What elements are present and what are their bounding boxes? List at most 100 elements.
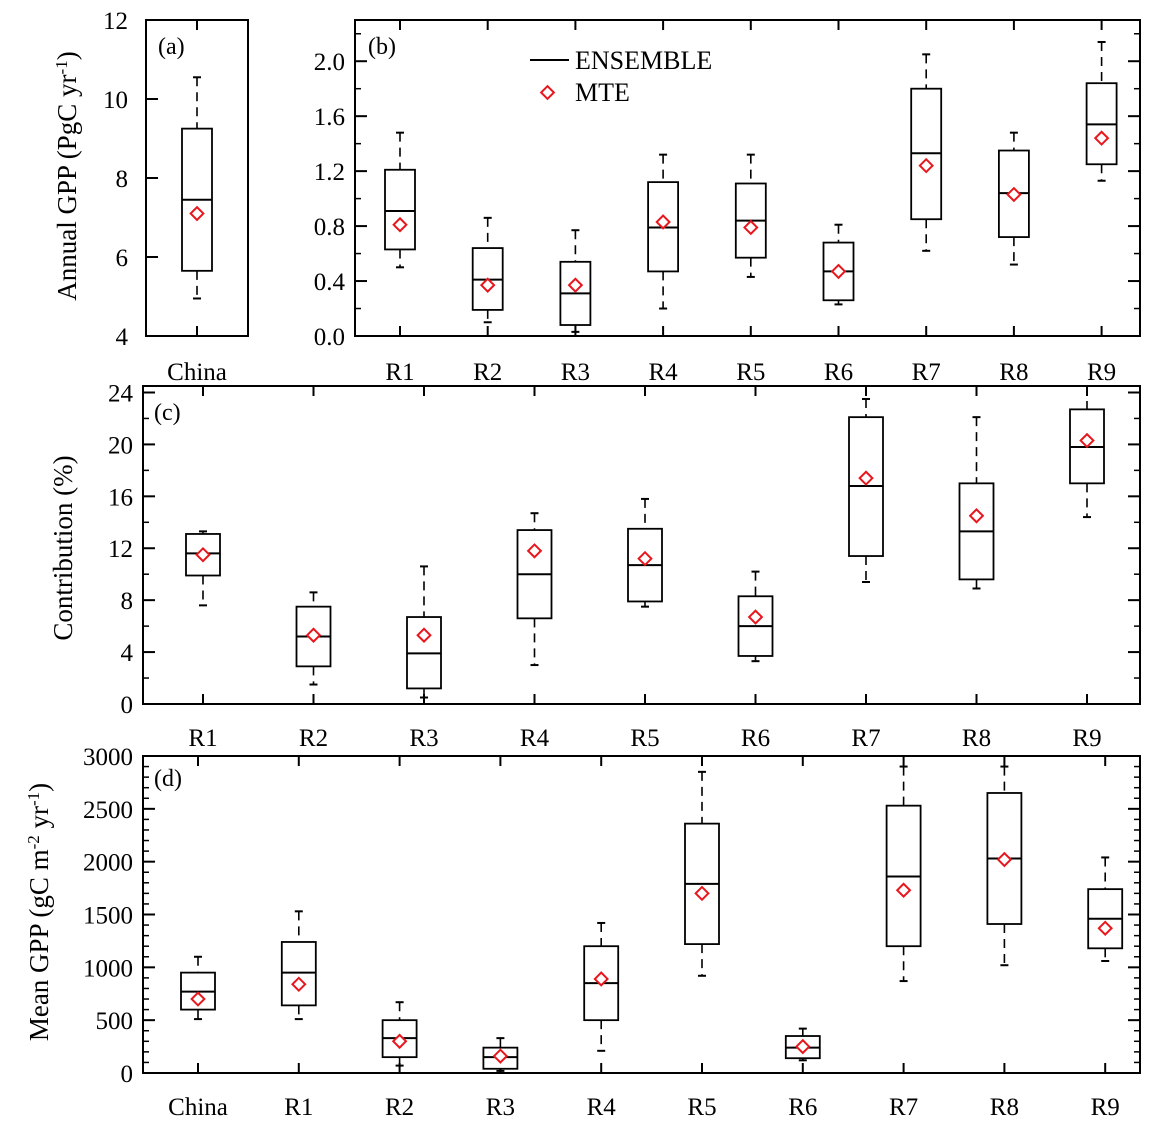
y-tick-label: 1.2 (314, 159, 345, 186)
y-tick-label: 1000 (83, 955, 133, 982)
mte-marker (918, 157, 934, 174)
panel-a: Annual GPP (PgC yr-1) (a) 4 6 8 10 12 China (52, 8, 249, 386)
box-R4 (647, 153, 679, 310)
y-tick-label: 12 (108, 536, 133, 563)
panel-c-tag: (c) (154, 400, 181, 426)
mte-marker (1079, 432, 1095, 449)
y-tick-label: 0 (121, 692, 134, 719)
y-tick-label: 16 (108, 484, 133, 511)
mte-marker (1097, 920, 1113, 937)
y-tick-label: 8 (116, 166, 129, 193)
mte-marker (567, 277, 584, 293)
panel-b: (b) ENSEMBLE MTE 0.0 0.4 0.8 1.2 1.6 2.0 R1 R2 R… (314, 19, 1141, 386)
mte-marker (526, 543, 543, 559)
plot-frame (142, 385, 1141, 705)
mte-marker (694, 885, 710, 902)
mte-marker (479, 277, 496, 293)
box-R8 (998, 131, 1030, 266)
y-tick-label: 6 (116, 245, 129, 272)
panel-d-ylabel: Mean GPP (gC m-2 yr-1) (24, 783, 55, 1041)
box-R7 (848, 397, 884, 583)
panel-d-tag: (d) (154, 766, 182, 792)
x-tick-label: R2 (385, 1094, 414, 1121)
y-tick-label: 3000 (83, 744, 133, 771)
x-tick-label: R4 (520, 725, 550, 752)
panel-a-ylabel: Annual GPP (PgC yr-1) (52, 51, 83, 300)
x-tick-label: R7 (912, 359, 941, 386)
x-tick-label: R6 (824, 359, 853, 386)
mte-marker (195, 546, 211, 563)
box-R5 (734, 153, 767, 278)
x-tick-label: R4 (649, 359, 679, 386)
y-tick-label: 4 (116, 324, 129, 351)
x-tick-label: R9 (1072, 725, 1101, 752)
x-tick-label: R6 (741, 725, 770, 752)
iqr-box (280, 941, 317, 1007)
box-R5 (684, 770, 720, 977)
x-tick-label: R8 (962, 725, 991, 752)
panel-d: Mean GPP (gC m-2 yr-1) (d) 0 500 1000 1500 2… (24, 744, 1141, 1121)
mte-marker (996, 851, 1013, 868)
y-tick-label: 24 (108, 380, 134, 407)
legend: ENSEMBLE MTE (530, 46, 712, 107)
x-tick-label: R8 (990, 1094, 1019, 1121)
y-tick-label: 20 (108, 432, 133, 459)
legend-mte-label: MTE (575, 78, 630, 107)
mte-marker (391, 1033, 408, 1050)
mte-marker (305, 627, 322, 643)
x-tick-label: R1 (284, 1094, 313, 1121)
mte-marker (655, 214, 671, 230)
iqr-box (384, 168, 416, 251)
x-tick-label: R9 (1091, 1094, 1120, 1121)
mte-marker (795, 1038, 811, 1055)
box-R9 (1085, 40, 1118, 182)
legend-ensemble-label: ENSEMBLE (575, 46, 712, 75)
box-R3 (559, 229, 592, 333)
y-tick-label: 0.0 (314, 324, 345, 351)
x-tick-label: R5 (630, 725, 659, 752)
mte-marker (858, 470, 874, 486)
mte-marker (492, 1048, 509, 1064)
box-R8 (958, 416, 995, 590)
x-tick-label: R5 (736, 359, 765, 386)
x-tick-label: R7 (889, 1094, 918, 1121)
mte-marker (1006, 186, 1022, 203)
mte-marker (743, 219, 759, 236)
x-tick-label: R1 (385, 359, 414, 386)
mte-marker (593, 971, 609, 987)
x-tick-label: R8 (999, 359, 1028, 386)
panel-a-tag: (a) (158, 34, 185, 60)
mte-marker (895, 882, 912, 898)
x-tick-label: R6 (788, 1094, 817, 1121)
x-tick-label: China (167, 359, 227, 386)
panel-b-tag: (b) (368, 34, 396, 60)
box-R6 (737, 570, 774, 663)
box-R2 (471, 216, 504, 324)
mte-marker (637, 550, 653, 567)
box-R4 (516, 512, 553, 667)
box-R2 (381, 1001, 418, 1067)
mte-marker (968, 508, 985, 524)
y-tick-label: 1500 (83, 903, 133, 930)
x-tick-label: R9 (1087, 359, 1116, 386)
y-tick-label: 4 (121, 640, 134, 667)
x-tick-label: R3 (561, 359, 590, 386)
x-tick-label: China (168, 1094, 228, 1121)
box-R1 (384, 131, 416, 269)
y-tick-label: 0.4 (314, 269, 346, 296)
panel-c-ylabel: Contribution (%) (48, 455, 78, 640)
box-R9 (1069, 385, 1105, 519)
legend-mte-marker (539, 84, 556, 101)
y-tick-label: 12 (103, 8, 128, 35)
box-R7 (910, 53, 943, 252)
box-R1 (185, 530, 221, 607)
mte-marker (416, 627, 432, 643)
y-tick-label: 1.6 (314, 104, 345, 131)
box-R4 (583, 921, 620, 1052)
mte-marker (392, 216, 408, 233)
panel-c: Contribution (%) (c) 0 4 8 12 16 20 24 R1 R2 R3 R4… (48, 380, 1141, 752)
mte-marker (189, 205, 205, 222)
x-tick-label: R3 (409, 725, 438, 752)
box-R7 (885, 765, 922, 983)
